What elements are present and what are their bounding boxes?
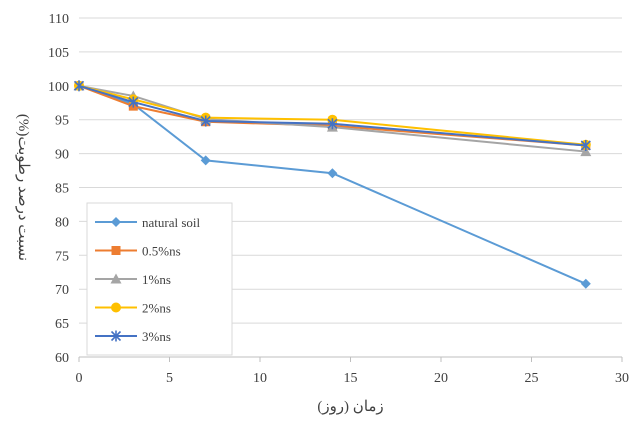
x-tick-label: 15 [344,371,358,386]
data-point [128,96,139,108]
y-axis-label: نسبت درصد رطوبت(%) [15,114,31,261]
data-point [580,139,591,151]
y-tick-label: 110 [49,12,69,27]
data-point [200,155,211,166]
x-tick-labels: 0 5 10 15 20 25 30 [76,371,630,386]
data-point [580,146,592,157]
x-tick-label: 25 [525,371,539,386]
y-tick-label: 70 [55,283,69,298]
y-tick-labels: 60 65 70 75 80 85 90 95 100 105 110 [48,12,69,366]
data-point [580,278,591,289]
y-tick-label: 75 [55,249,69,264]
legend-item: 0.5%ns [95,244,181,259]
y-tick-label: 100 [48,80,69,95]
legend-label: 3%ns [142,329,171,344]
legend-marker [111,302,121,313]
legend-label: natural soil [142,215,201,230]
y-tick-label: 80 [55,215,69,230]
legend-marker [111,217,121,227]
legend-marker [110,330,122,342]
y-tick-label: 90 [55,148,69,163]
x-tick-label: 30 [615,371,629,386]
legend-label: 0.5%ns [142,244,181,259]
legend-item: 1%ns [95,272,171,287]
legend-label: 1%ns [142,272,171,287]
series-group [73,80,592,289]
y-tick-label: 95 [55,114,69,129]
legend-item: natural soil [95,215,201,230]
data-point [327,118,338,130]
y-tick-label: 60 [55,351,69,366]
y-tick-label: 65 [55,317,69,332]
legend-item: 3%ns [95,329,171,344]
y-tick-label: 105 [48,46,69,61]
legend-label: 2%ns [142,301,171,316]
data-point [200,115,211,127]
legend-marker [110,273,122,284]
x-axis-label: زمان (روز) [317,399,383,415]
data-point [327,168,338,179]
axes [78,356,623,362]
data-point [73,80,85,92]
series-3-ns [73,80,591,151]
x-tick-label: 5 [166,371,173,386]
y-tick-label: 85 [55,182,69,197]
legend-marker [111,246,121,255]
x-tick-label: 10 [253,371,267,386]
legend-item: 2%ns [95,301,171,316]
legend: natural soil 0.5%ns 1%ns 2%ns 3%ns [86,202,233,356]
x-tick-label: 20 [434,371,448,386]
x-tick-label: 0 [76,371,83,386]
